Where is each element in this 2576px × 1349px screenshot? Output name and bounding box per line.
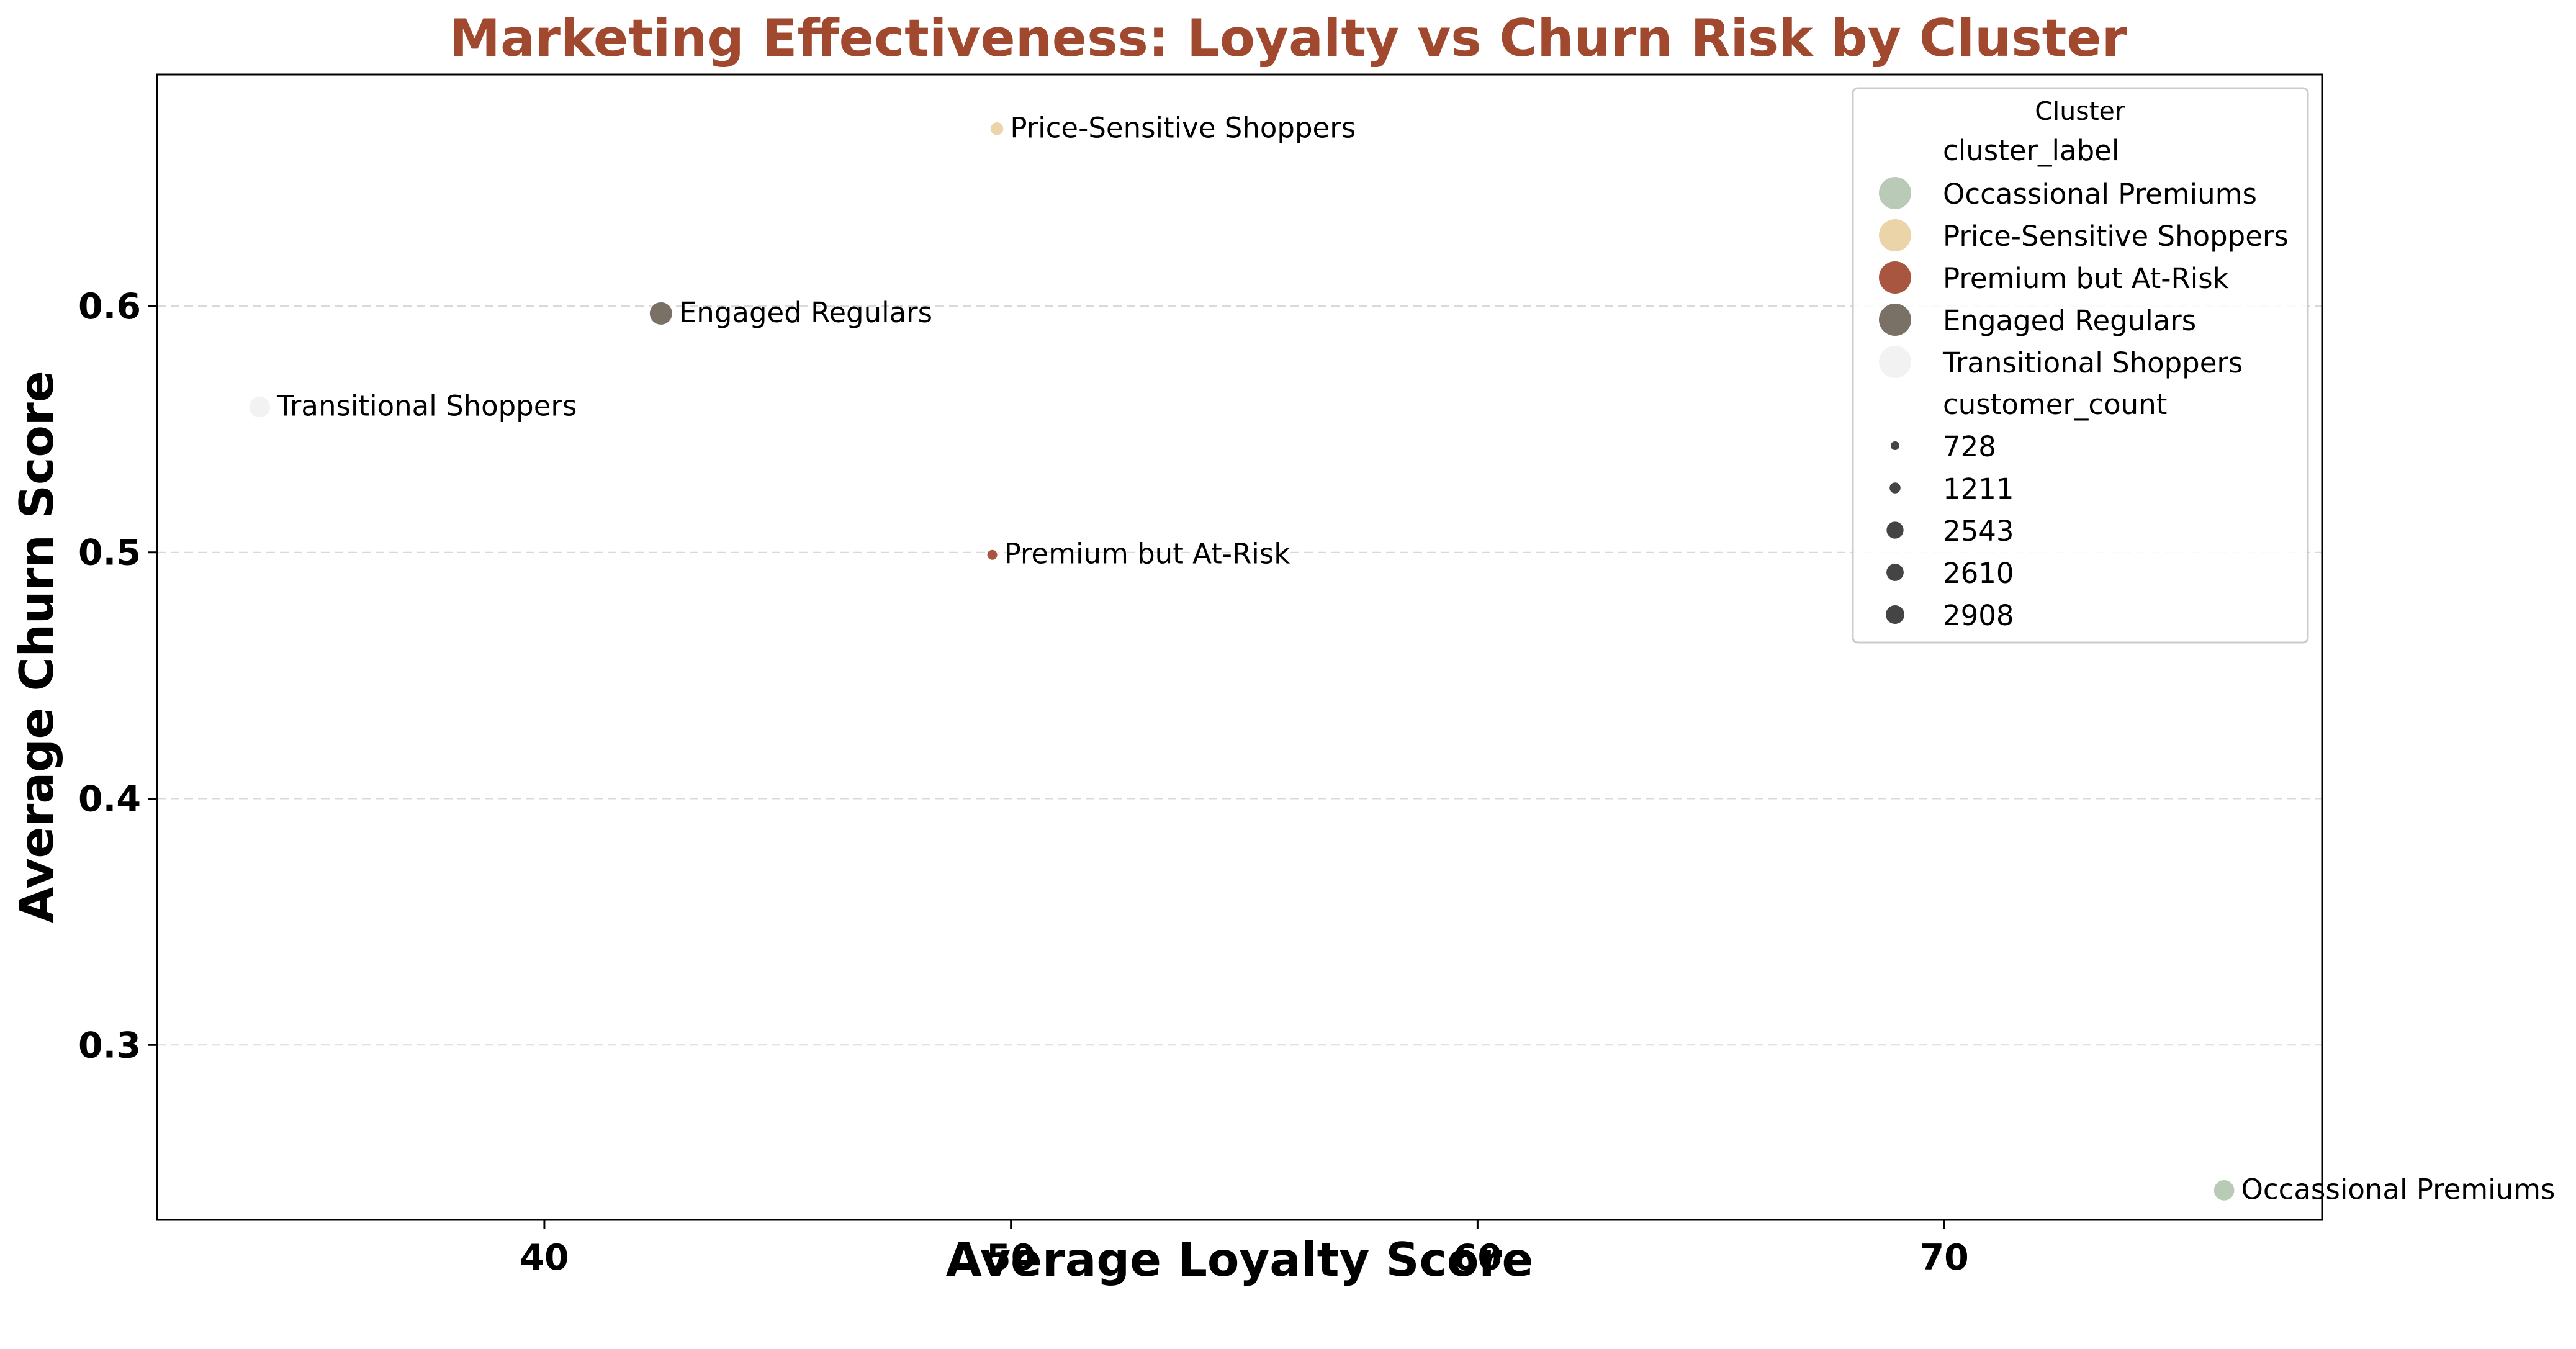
point-label: Price-Sensitive Shoppers <box>1010 111 1356 144</box>
legend-size-marker <box>1889 482 1901 494</box>
legend-size-label: 2543 <box>1943 515 2014 548</box>
legend-size-label: 728 <box>1943 430 1996 463</box>
legend: Cluster cluster_label Occassional Premiu… <box>1852 87 2309 644</box>
legend-size-label: 1211 <box>1943 472 2014 505</box>
legend-entry-label: Premium but At-Risk <box>1943 262 2229 295</box>
point-label: Engaged Regulars <box>679 296 932 329</box>
point-label: Occassional Premiums <box>2241 1173 2555 1206</box>
x-tick-label: 40 <box>520 1237 569 1278</box>
x-tick-label: 70 <box>1919 1237 1968 1278</box>
legend-size-marker <box>1886 521 1904 539</box>
point-label: Premium but At-Risk <box>1004 538 1290 571</box>
legend-hue-items: Occassional Premiums Price-Sensitive Shop… <box>1879 177 2289 379</box>
chart-title: Marketing Effectiveness: Loyalty vs Chur… <box>449 8 2127 68</box>
legend-size-label: 2908 <box>1943 599 2014 632</box>
x-axis-label: Average Loyalty Score <box>946 1232 1534 1287</box>
data-points: Occassional Premiums Price-Sensitive Shop… <box>248 111 2555 1206</box>
legend-swatch <box>1879 261 1911 294</box>
legend-size-header: customer_count <box>1943 388 2167 421</box>
legend-size-items: 728 1211 2543 2610 2908 <box>1886 430 2014 632</box>
legend-title: Cluster <box>2035 96 2125 126</box>
legend-swatch <box>1879 219 1911 251</box>
y-tick-label: 0.4 <box>78 779 141 820</box>
data-point <box>2212 1179 2236 1202</box>
legend-entry-label: Occassional Premiums <box>1943 178 2257 210</box>
x-tick-label: 50 <box>986 1237 1035 1278</box>
data-point <box>648 300 673 326</box>
legend-entry-label: Price-Sensitive Shoppers <box>1943 220 2289 253</box>
x-axis: 40 50 60 70 <box>520 1220 1969 1278</box>
legend-size-marker <box>1886 564 1904 581</box>
legend-size-label: 2610 <box>1943 557 2014 590</box>
legend-swatch <box>1879 304 1911 336</box>
legend-entry-label: Transitional Shoppers <box>1942 346 2243 379</box>
plot-frame <box>156 73 2323 1221</box>
data-point <box>989 121 1005 137</box>
y-tick-label: 0.5 <box>78 533 141 574</box>
legend-swatch <box>1879 346 1911 378</box>
data-point <box>248 395 272 419</box>
y-tick-label: 0.6 <box>78 286 141 327</box>
point-label: Transitional Shoppers <box>276 390 577 423</box>
y-tick-label: 0.3 <box>78 1025 141 1066</box>
y-axis: 0.3 0.4 0.5 0.6 <box>78 286 157 1066</box>
y-axis-label: Average Churn Score <box>9 371 64 923</box>
legend-swatch <box>1879 177 1911 209</box>
legend-entry-label: Engaged Regulars <box>1943 304 2196 337</box>
legend-frame <box>1852 87 2309 644</box>
x-tick-label: 60 <box>1453 1237 1502 1278</box>
legend-size-marker <box>1891 441 1899 450</box>
legend-size-marker <box>1886 605 1904 624</box>
legend-hue-header: cluster_label <box>1943 134 2119 167</box>
data-point <box>986 548 999 561</box>
